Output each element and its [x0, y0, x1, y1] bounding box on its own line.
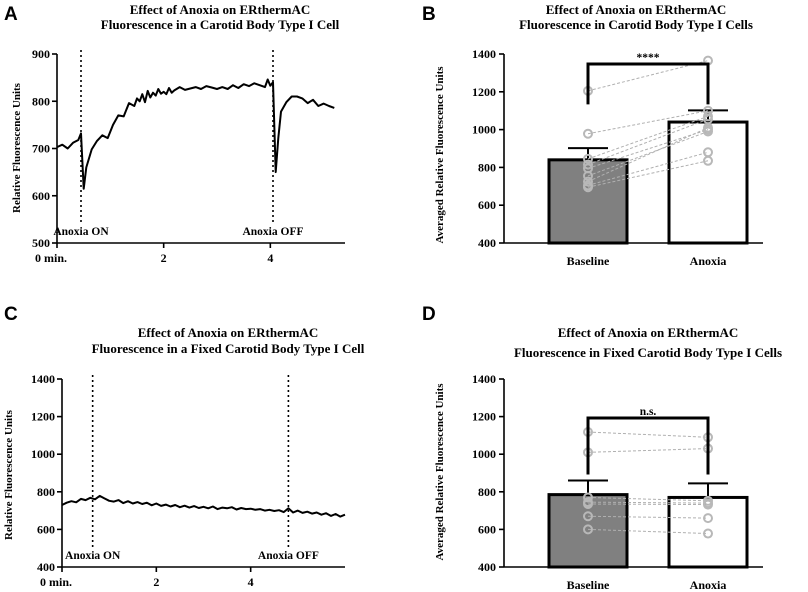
data-point: [583, 153, 593, 164]
y-tick-label: 600: [37, 522, 55, 536]
y-axis-label: Averaged Relative Fluorescence Units: [434, 383, 446, 561]
paired-line: [587, 60, 709, 92]
y-axis-label: Relative Fluorescence Units: [3, 409, 15, 540]
chart-title-line-1: Effect of Anoxia on ERthermAC: [130, 2, 311, 17]
data-point: [583, 170, 593, 181]
data-point: [703, 155, 713, 166]
paired-line: [587, 515, 709, 519]
chart-title-line-2: Fluorescence in a Fixed Carotid Body Typ…: [92, 341, 365, 356]
y-tick-label: 1000: [472, 123, 496, 137]
y-tick-label: 400: [478, 236, 496, 250]
paired-line: [587, 503, 709, 506]
y-tick-label: 800: [478, 160, 496, 174]
y-tick-label: 1000: [472, 447, 496, 461]
y-tick-label: 600: [478, 198, 496, 212]
y-tick-label: 1200: [472, 410, 496, 424]
y-tick-label: 900: [32, 47, 50, 61]
data-point: [583, 492, 593, 503]
x-tick-label: 4: [248, 575, 254, 589]
y-tick-label: 600: [32, 189, 50, 203]
x-tick-label: 2: [153, 575, 159, 589]
y-tick-label: 1400: [31, 372, 55, 386]
chart-title-line-2: Fluorescence in a Carotid Body Type I Ce…: [101, 17, 340, 32]
y-axis-label: Averaged Relative Fluorescence Units: [434, 66, 446, 244]
chart-title-line-1: Effect of Anoxia on ERthermAC: [546, 2, 727, 17]
data-series-line: [56, 78, 335, 190]
data-point: [703, 499, 713, 510]
panel-letter: C: [4, 304, 18, 325]
paired-line: [587, 115, 709, 160]
chart-title-line-1: Effect of Anoxia on ERthermAC: [138, 325, 319, 340]
paired-line: [587, 431, 709, 438]
y-tick-label: 800: [32, 94, 50, 108]
event-marker-label: Anoxia ON: [53, 226, 109, 238]
y-tick-label: 500: [32, 236, 50, 250]
x-tick-label: Baseline: [567, 578, 610, 592]
y-tick-label: 1400: [472, 372, 496, 386]
paired-line: [587, 151, 709, 186]
paired-line: [587, 160, 709, 188]
y-tick-label: 1000: [31, 447, 55, 461]
data-point: [583, 159, 593, 170]
y-tick-label: 800: [37, 485, 55, 499]
y-tick-label: 1400: [472, 47, 496, 61]
paired-line: [587, 127, 709, 183]
data-point: [583, 511, 593, 522]
data-point: [703, 528, 713, 539]
data-point: [583, 182, 593, 193]
y-tick-label: 1200: [472, 85, 496, 99]
chart-title-line-1: Effect of Anoxia on ERthermAC: [558, 325, 739, 340]
y-tick-label: 700: [32, 142, 50, 156]
x-tick-label: Anoxia: [690, 254, 727, 268]
event-marker-label: Anoxia OFF: [242, 226, 303, 238]
data-point: [703, 122, 713, 133]
x-tick-label: Anoxia: [690, 578, 727, 592]
panel-letter: A: [4, 4, 18, 25]
paired-line: [587, 448, 709, 453]
y-tick-label: 600: [478, 522, 496, 536]
y-tick-label: 800: [478, 485, 496, 499]
x-tick-label: 4: [267, 251, 273, 265]
panel-b: B Effect of Anoxia on ERthermAC Fluoresc…: [422, 2, 763, 268]
panel-c: C Effect of Anoxia on ERthermAC Fluoresc…: [3, 304, 365, 589]
chart-title-line-2: Fluorescence in Carotid Body Type I Cell…: [519, 17, 753, 32]
panel-letter: B: [422, 4, 436, 25]
y-tick-label: 400: [37, 560, 55, 574]
significance-bracket: [586, 416, 710, 475]
paired-line: [587, 118, 709, 166]
data-point: [703, 513, 713, 524]
y-axis-label: Relative Fluorescence Units: [11, 82, 23, 213]
x-tick-label: 2: [161, 251, 167, 265]
panel-d: D Effect of Anoxia on ERthermAC Fluoresc…: [422, 304, 782, 592]
panel-letter: D: [422, 304, 436, 325]
y-tick-label: 400: [478, 560, 496, 574]
paired-line: [587, 110, 709, 135]
event-marker-label: Anoxia ON: [65, 550, 121, 562]
significance-label: ****: [637, 52, 660, 64]
data-point: [583, 128, 593, 139]
data-point: [583, 524, 593, 535]
data-point: [583, 176, 593, 187]
paired-line: [587, 129, 709, 169]
chart-title-line-2: Fluorescence in Fixed Carotid Body Type …: [514, 345, 782, 360]
paired-line: [587, 501, 709, 504]
significance-bracket: [586, 62, 710, 105]
data-series-line: [61, 494, 346, 518]
paired-line: [587, 131, 709, 177]
paired-line: [587, 528, 709, 535]
panel-a: A Effect of Anoxia on ERthermAC Fluoresc…: [4, 2, 345, 265]
bar: [547, 158, 629, 245]
x-tick-label: 0 min.: [35, 251, 67, 265]
significance-label: n.s.: [640, 406, 657, 418]
paired-line: [587, 496, 709, 502]
x-tick-label: 0 min.: [40, 575, 72, 589]
y-tick-label: 1200: [31, 410, 55, 424]
x-tick-label: Baseline: [567, 254, 610, 268]
event-marker-label: Anoxia OFF: [258, 550, 319, 562]
data-point: [583, 499, 593, 510]
data-point: [703, 126, 713, 137]
